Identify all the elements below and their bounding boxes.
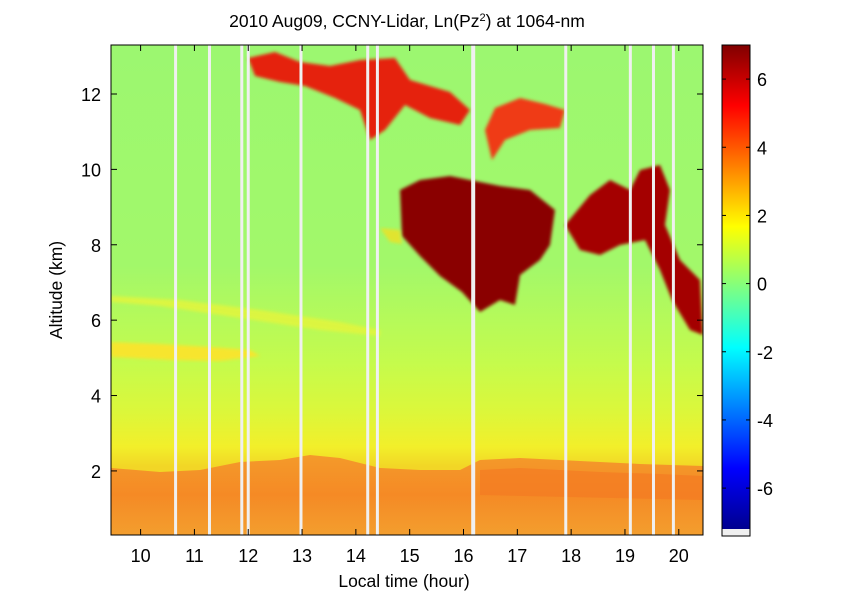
- colorbar-tick-label: 6: [757, 70, 767, 90]
- data-gap: [375, 45, 379, 535]
- chart-title: 2010 Aug09, CCNY-Lidar, Ln(Pz2) at 1064-…: [229, 11, 585, 31]
- data-gap: [366, 45, 370, 535]
- colorbar-nodata: [722, 529, 750, 536]
- x-tick-label: 20: [669, 546, 689, 566]
- colorbar-tick-label: 4: [757, 138, 767, 158]
- colorbar-frame: [721, 44, 751, 537]
- data-gap: [564, 45, 568, 535]
- data-gap: [240, 45, 244, 535]
- x-tick-label: 12: [238, 546, 258, 566]
- x-tick-label: 19: [615, 546, 635, 566]
- feature-cirrus-edge: [380, 228, 402, 244]
- data-gap: [471, 45, 476, 535]
- heatmap-field: [111, 45, 703, 535]
- x-tick-label: 18: [561, 546, 581, 566]
- data-gap: [174, 45, 178, 535]
- feature-upper-cirrus: [248, 52, 470, 140]
- feature-aerosol-layer-faint: [111, 296, 380, 336]
- feature-cirrus-mid: [485, 98, 565, 160]
- y-tick-label: 8: [91, 236, 101, 256]
- colorbar-ticks: -6 -4 -2 0 2 4 6: [722, 70, 773, 499]
- x-tick-label: 10: [131, 546, 151, 566]
- y-tick-label: 6: [91, 311, 101, 331]
- colorbar-tick-label: -6: [757, 479, 773, 499]
- x-tick-label: 13: [292, 546, 312, 566]
- feature-aerosol-layer: [111, 342, 260, 361]
- colorbar-tick-label: -2: [757, 343, 773, 363]
- y-axis: 2 4 6 8 10 12: [81, 85, 703, 482]
- colorbar-tick-label: 0: [757, 275, 767, 295]
- feature-cirrus-east: [565, 165, 703, 335]
- y-tick-label: 4: [91, 387, 101, 407]
- plot-area: [110, 44, 704, 536]
- x-tick-label: 15: [400, 546, 420, 566]
- data-gap: [299, 45, 303, 535]
- data-gap: [671, 45, 675, 535]
- feature-boundary-layer-core: [480, 468, 703, 500]
- y-tick-label: 12: [81, 85, 101, 105]
- y-tick-label: 2: [91, 462, 101, 482]
- colorbar-gradient: [722, 45, 750, 529]
- y-axis-label: Altitude (km): [46, 241, 66, 339]
- plot-background: [111, 45, 703, 535]
- colorbar-tick-label: -4: [757, 411, 773, 431]
- y-tick-label: 10: [81, 160, 101, 180]
- data-gaps: [174, 45, 675, 535]
- data-gap: [207, 45, 211, 535]
- colorbar: -6 -4 -2 0 2 4 6: [721, 44, 773, 537]
- x-axis-label: Local time (hour): [338, 571, 469, 591]
- x-axis: 10 11 12 13 14 15 16 17 18 19 20: [131, 45, 689, 566]
- x-tick-label: 17: [507, 546, 527, 566]
- x-tick-label: 16: [453, 546, 473, 566]
- plot-frame: [110, 44, 704, 536]
- colorbar-tick-label: 2: [757, 206, 767, 226]
- x-tick-label: 11: [185, 546, 204, 566]
- feature-main-cirrus: [400, 176, 555, 312]
- data-gap: [246, 45, 250, 535]
- x-tick-label: 14: [346, 546, 366, 566]
- data-gap: [628, 45, 632, 535]
- data-gap: [651, 45, 655, 535]
